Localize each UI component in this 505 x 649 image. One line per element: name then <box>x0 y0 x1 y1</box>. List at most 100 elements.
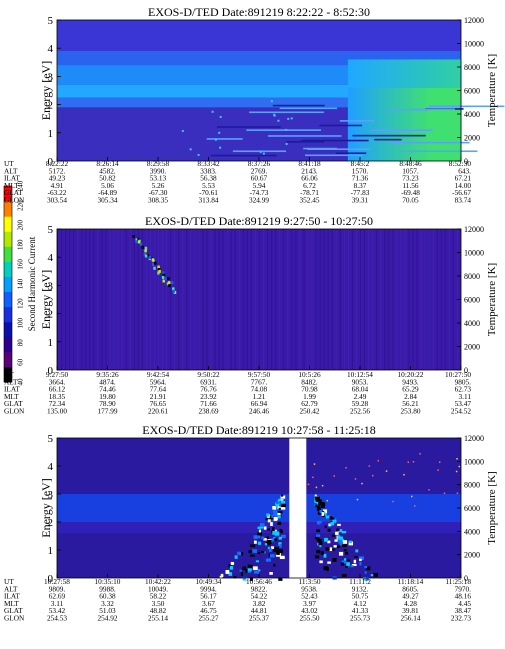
y2-tick-label: 6000 <box>464 504 480 513</box>
heatmap-stripe <box>145 229 147 370</box>
ephemeris-cell: 78.90 <box>99 399 116 408</box>
heatmap-feature <box>265 518 271 521</box>
heatmap-feature <box>324 537 328 542</box>
heatmap-dot <box>315 486 318 489</box>
heatmap-feature <box>316 506 321 511</box>
heatmap-stripe <box>327 229 329 370</box>
heatmap-feature <box>346 559 350 562</box>
heatmap-cell <box>438 59 442 88</box>
ephemeris-row-label: UT <box>4 159 14 168</box>
heatmap-feature <box>320 551 324 555</box>
y-tick-label: 5 <box>48 15 54 27</box>
colorbar-tick-label: 100 <box>17 317 25 328</box>
ephemeris-cell: 9:35:26 <box>96 370 119 379</box>
heatmap-feature <box>228 572 233 576</box>
heatmap-feature <box>148 256 152 260</box>
ephemeris-cell: 48.16 <box>455 592 472 601</box>
ephemeris-row-label: ALT <box>4 584 18 593</box>
heatmap-feature <box>240 551 244 556</box>
ephemeris-cell: 10049. <box>148 584 168 593</box>
heatmap-cell <box>387 87 391 161</box>
ephemeris-cell: 21.91 <box>150 392 167 401</box>
ephemeris-cell: 255.50 <box>299 614 319 623</box>
heatmap-feature <box>270 546 275 550</box>
heatmap-stripe <box>162 229 164 370</box>
ephemeris-cell: 3.67 <box>202 599 215 608</box>
heatmap-stripe <box>137 229 139 370</box>
heatmap-feature <box>350 565 354 568</box>
heatmap-cell <box>421 87 425 161</box>
heatmap-feature <box>336 528 340 531</box>
heatmap-feature <box>267 546 270 550</box>
ephemeris-cell: 5964. <box>150 377 167 386</box>
heatmap-feature <box>273 517 278 521</box>
heatmap-dot <box>403 473 405 476</box>
ephemeris-cell: 324.99 <box>249 196 269 205</box>
heatmap-feature <box>270 522 273 526</box>
heatmap-feature <box>277 521 282 526</box>
heatmap-cell <box>441 59 445 88</box>
heatmap-feature <box>316 534 321 537</box>
heatmap-feature <box>276 551 280 555</box>
colorbar-swatch <box>4 336 12 353</box>
heatmap-cell <box>449 59 454 88</box>
heatmap-feature <box>341 560 347 564</box>
ephemeris-cell: 44.81 <box>251 606 268 615</box>
heatmap-feature <box>359 561 362 566</box>
colorbar-label: Second Harmonic Current <box>27 236 37 331</box>
heatmap-cell <box>395 59 400 88</box>
ephemeris-cell: 62.73 <box>455 385 472 394</box>
heatmap-cell <box>424 59 428 88</box>
ephemeris-cell: 41.33 <box>352 606 369 615</box>
heatmap-dot <box>211 110 214 113</box>
heatmap-cell <box>393 59 397 88</box>
heatmap-feature <box>281 503 286 508</box>
heatmap-feature <box>141 245 144 249</box>
heatmap-feature <box>139 242 143 246</box>
heatmap-cell <box>401 59 405 88</box>
heatmap-dot <box>414 505 416 507</box>
heatmap-stripe <box>85 229 87 370</box>
heatmap-feature <box>318 501 323 506</box>
ephemeris-cell: 232.73 <box>451 614 471 623</box>
ephemeris-cell: 53.47 <box>455 399 472 408</box>
heatmap-feature <box>225 570 230 574</box>
colorbar-swatch <box>4 261 12 277</box>
ephemeris-cell: 1.21 <box>253 392 266 401</box>
ephemeris-cell: 77.64 <box>150 385 167 394</box>
heatmap-cell <box>418 59 422 88</box>
heatmap-dot <box>313 463 316 465</box>
heatmap-feature <box>319 520 322 524</box>
heatmap-cell <box>415 59 420 88</box>
ephemeris-cell: 8:45:2 <box>351 159 370 168</box>
heatmap-cell <box>444 87 448 161</box>
heatmap-cell <box>446 87 451 161</box>
heatmap-streak <box>335 152 367 155</box>
heatmap-feature <box>247 570 251 573</box>
heatmap-cell <box>435 87 439 161</box>
heatmap-stripe <box>440 229 442 370</box>
y-tick-label: 0 <box>48 573 54 585</box>
ephemeris-row-label: GLAT <box>4 188 23 197</box>
ephemeris-cell: 3.82 <box>253 599 266 608</box>
heatmap-streak <box>352 134 426 137</box>
ephemeris-cell: 7970. <box>455 584 472 593</box>
heatmap-feature <box>278 542 282 546</box>
ephemeris-cell: 76.65 <box>150 399 167 408</box>
y2-tick-label: 12000 <box>464 225 484 234</box>
heatmap-feature <box>337 523 341 526</box>
heatmap-feature <box>278 498 281 502</box>
heatmap-feature <box>278 577 283 581</box>
heatmap-feature <box>314 496 320 501</box>
heatmap-feature <box>319 510 323 514</box>
ephemeris-cell: 255.27 <box>198 614 218 623</box>
heatmap-cell <box>353 59 357 88</box>
heatmap-feature <box>264 543 268 546</box>
ephemeris-row-label: MLT <box>4 181 19 190</box>
heatmap-feature <box>331 534 336 537</box>
heatmap-feature <box>157 267 161 271</box>
heatmap-streak <box>246 129 322 131</box>
heatmap-stripe <box>210 229 212 370</box>
heatmap-stripe <box>125 229 127 370</box>
heatmap-cell <box>404 87 408 161</box>
